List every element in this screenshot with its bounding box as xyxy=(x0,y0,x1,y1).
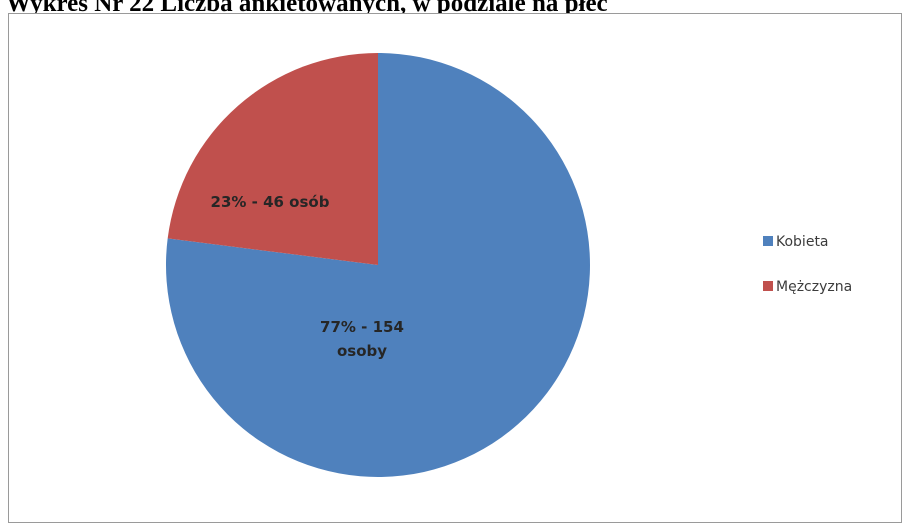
page-title: Wykres Nr 22 Liczba ankietowanych, w pod… xyxy=(6,0,608,17)
pie-data-labels: 77% - 154 osoby 23% - 46 osób xyxy=(211,193,404,360)
legend-item-mezczyzna: Mężczyzna xyxy=(763,279,852,295)
data-label-mezczyzna: 23% - 46 osób xyxy=(211,193,330,211)
legend-swatch-kobieta xyxy=(763,236,773,246)
pie-slice-mezczyzna xyxy=(167,53,378,265)
legend: Kobieta Mężczyzna xyxy=(763,234,852,295)
pie-slices xyxy=(165,53,590,478)
pie-slice-kobieta xyxy=(165,53,590,478)
data-label-kobieta: 77% - 154 osoby xyxy=(320,318,404,360)
legend-label-mezczyzna: Mężczyzna xyxy=(776,279,852,295)
legend-item-kobieta: Kobieta xyxy=(763,234,829,250)
legend-swatch-mezczyzna xyxy=(763,281,773,291)
pie-chart: 77% - 154 osoby 23% - 46 osób Kobieta Mężcz… xyxy=(165,53,852,478)
legend-label-kobieta: Kobieta xyxy=(776,234,829,250)
